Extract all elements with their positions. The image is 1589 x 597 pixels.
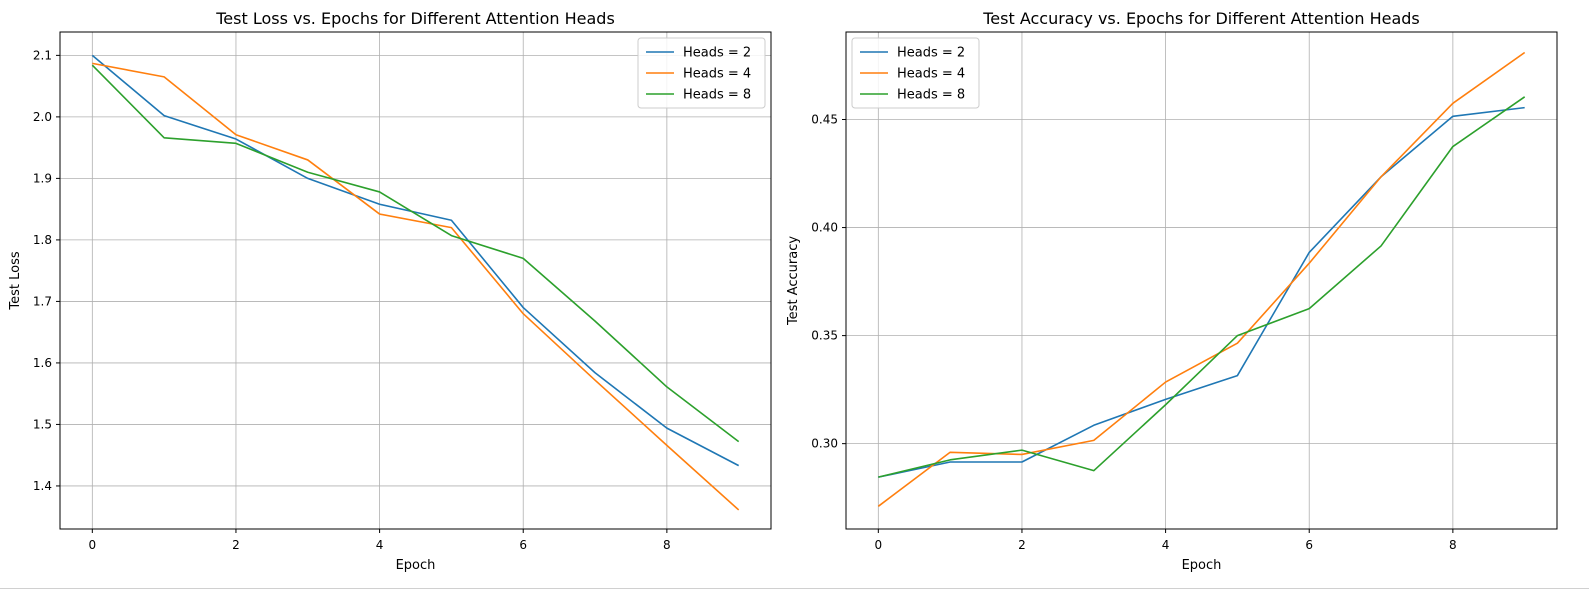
accuracy-x-ticks: 0 2 4 6 8 xyxy=(874,529,1457,552)
loss-y-tick-label: 2.1 xyxy=(33,48,52,62)
accuracy-y-tick-label: 0.35 xyxy=(811,329,838,343)
accuracy-series-line-1 xyxy=(878,106,1525,478)
accuracy-y-tick-label: 0.30 xyxy=(811,437,838,451)
loss-series-line-2 xyxy=(92,62,740,511)
loss-chart-title: Test Loss vs. Epochs for Different Atten… xyxy=(215,9,615,28)
loss-x-tick-label: 0 xyxy=(88,538,96,552)
loss-y-ticks: 1.4 1.5 1.6 1.7 1.8 1.9 2.0 2.1 xyxy=(33,48,60,493)
loss-y-tick-label: 1.6 xyxy=(33,356,52,370)
accuracy-legend-label-3: Heads = 8 xyxy=(897,88,965,103)
accuracy-y-tick-label: 0.40 xyxy=(811,221,838,235)
loss-x-axis-label: Epoch xyxy=(396,558,436,573)
accuracy-y-tick-label: 0.45 xyxy=(811,113,838,127)
loss-y-tick-label: 2.0 xyxy=(33,110,52,124)
loss-legend-label-3: Heads = 8 xyxy=(683,88,751,103)
loss-y-axis-label: Test Loss xyxy=(8,251,23,310)
loss-x-tick-label: 8 xyxy=(663,538,671,552)
loss-y-tick-label: 1.4 xyxy=(33,479,52,493)
accuracy-x-tick-label: 2 xyxy=(1018,538,1026,552)
loss-legend: Heads = 2 Heads = 4 Heads = 8 xyxy=(637,37,766,109)
loss-y-tick-label: 1.8 xyxy=(33,233,52,247)
accuracy-grid xyxy=(846,32,1557,529)
accuracy-x-tick-label: 4 xyxy=(1162,538,1170,552)
accuracy-y-ticks: 0.30 0.35 0.40 0.45 xyxy=(811,113,846,451)
accuracy-legend-label-2: Heads = 4 xyxy=(897,67,965,82)
accuracy-series-line-2 xyxy=(877,51,1526,507)
loss-y-tick-label: 1.5 xyxy=(33,417,52,431)
loss-x-tick-label: 2 xyxy=(232,538,240,552)
loss-x-tick-label: 4 xyxy=(376,538,384,552)
accuracy-y-axis-label: Test Accuracy xyxy=(786,236,801,326)
loss-legend-label-2: Heads = 4 xyxy=(683,67,751,82)
loss-legend-label-1: Heads = 2 xyxy=(683,46,751,61)
accuracy-legend-label-1: Heads = 2 xyxy=(897,46,965,61)
loss-series-line-1 xyxy=(91,54,740,467)
accuracy-plot-frame xyxy=(845,31,1558,530)
accuracy-series-line-3 xyxy=(878,96,1526,478)
accuracy-chart: Test Accuracy vs. Epochs for Different A… xyxy=(786,9,1558,573)
loss-x-ticks: 0 2 4 6 8 xyxy=(88,529,671,552)
accuracy-x-tick-label: 0 xyxy=(874,538,882,552)
accuracy-x-tick-label: 8 xyxy=(1449,538,1457,552)
loss-plot-frame xyxy=(59,31,772,530)
loss-x-tick-label: 6 xyxy=(519,538,527,552)
loss-series-line-3 xyxy=(91,64,740,443)
loss-y-tick-label: 1.7 xyxy=(33,294,52,308)
accuracy-legend-box xyxy=(851,37,980,109)
accuracy-x-axis-label: Epoch xyxy=(1182,558,1222,573)
accuracy-lines xyxy=(877,51,1526,507)
loss-lines xyxy=(91,54,740,511)
bottom-divider xyxy=(0,588,1589,589)
loss-y-tick-label: 1.9 xyxy=(33,171,52,185)
loss-chart: Test Loss vs. Epochs for Different Atten… xyxy=(8,9,772,573)
loss-legend-box xyxy=(637,37,766,109)
accuracy-x-tick-label: 6 xyxy=(1305,538,1313,552)
accuracy-legend: Heads = 2 Heads = 4 Heads = 8 xyxy=(851,37,980,109)
accuracy-chart-title: Test Accuracy vs. Epochs for Different A… xyxy=(982,9,1420,28)
